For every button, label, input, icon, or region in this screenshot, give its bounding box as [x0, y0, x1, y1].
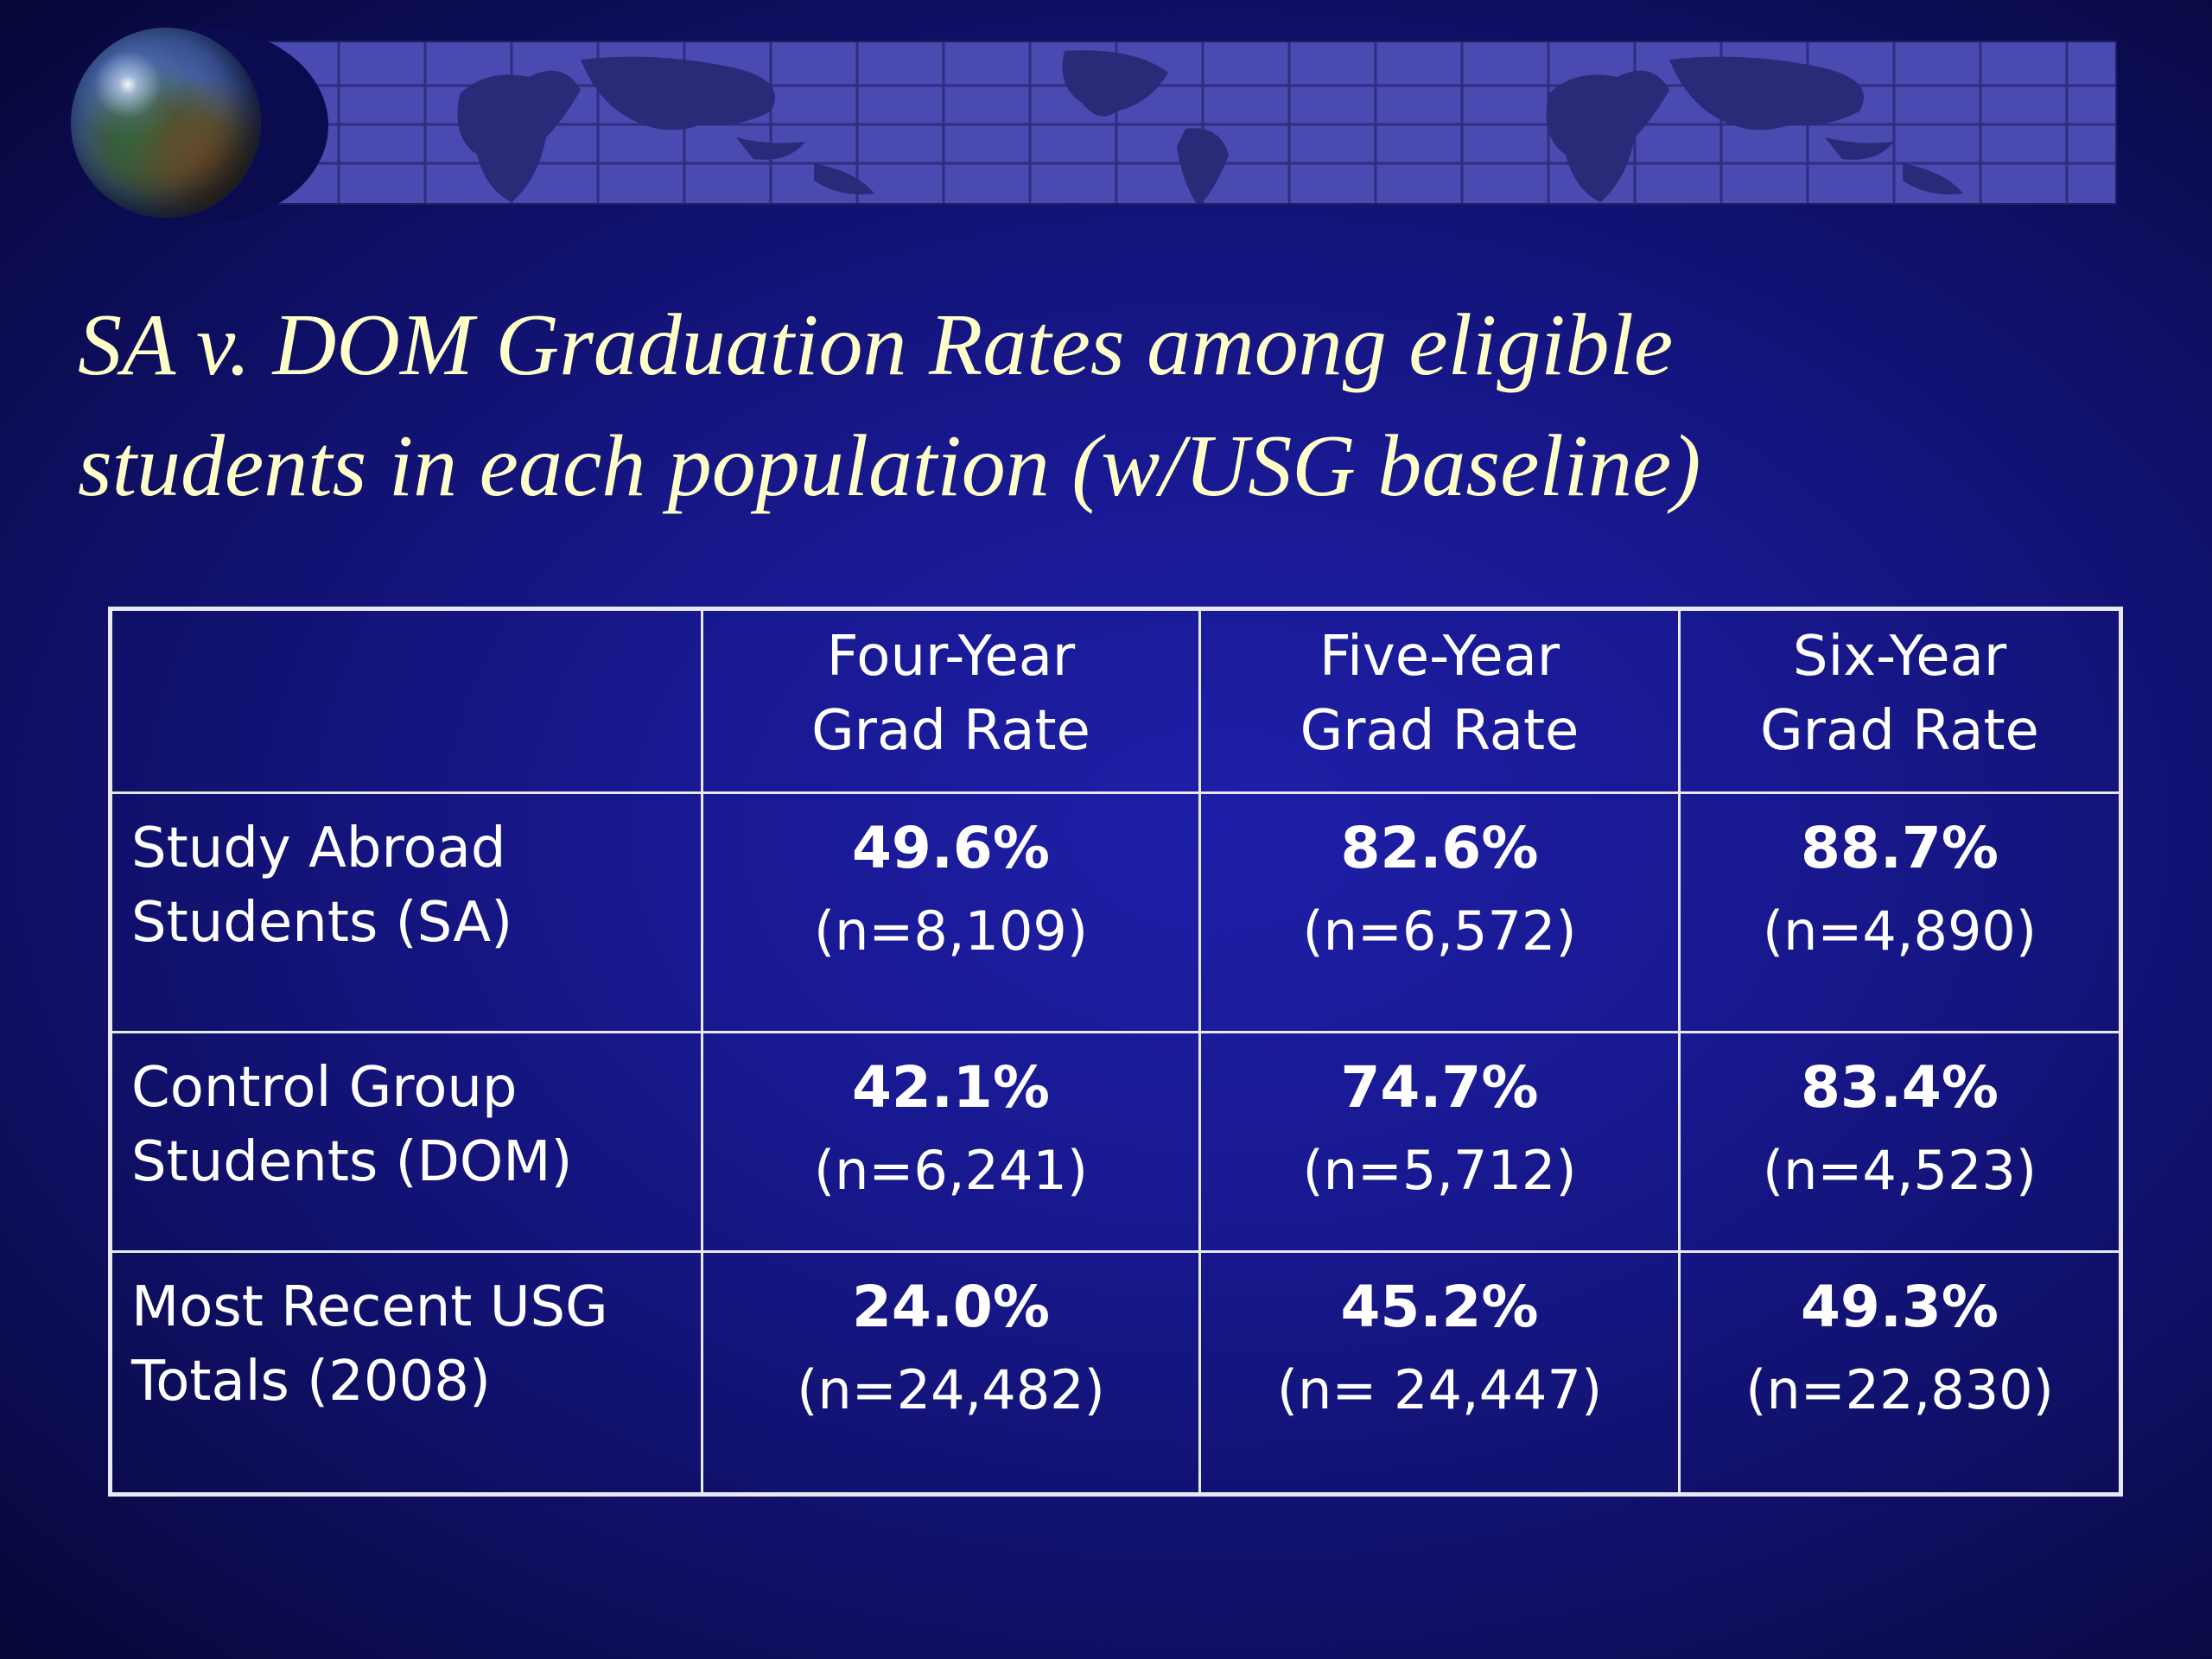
- slide-title-line-2: students in each population (w/USG basel…: [78, 417, 1701, 515]
- slide-title-line-1: SA v. DOM Graduation Rates among eligibl…: [78, 296, 1674, 394]
- row-label-line-1: Most Recent USG: [131, 1275, 608, 1339]
- table-cell: 49.6% (n=8,109): [703, 794, 1201, 1033]
- grad-rate-value: 24.0%: [852, 1274, 1050, 1340]
- sample-size: (n=6,572): [1302, 899, 1577, 963]
- slide-title: SA v. DOM Graduation Rates among eligibl…: [78, 285, 2152, 527]
- globe-decoration: [52, 17, 328, 225]
- row-label-study-abroad: Study Abroad Students (SA): [112, 794, 703, 1033]
- sample-size: (n= 24,447): [1276, 1358, 1603, 1421]
- globe-icon: [71, 28, 261, 218]
- table-cell: 45.2% (n= 24,447): [1201, 1253, 1681, 1492]
- header-line-1: Four-Year: [826, 625, 1076, 689]
- row-label-line-2: Totals (2008): [131, 1350, 491, 1414]
- row-label-line-1: Control Group: [131, 1056, 518, 1120]
- header-cell-empty: [112, 611, 703, 794]
- grad-rate-value: 49.6%: [852, 815, 1050, 881]
- sample-size: (n=8,109): [813, 899, 1089, 963]
- header-line-1: Five-Year: [1319, 625, 1560, 689]
- header-cell-four-year: Four-Year Grad Rate: [703, 611, 1201, 794]
- sample-size: (n=4,523): [1762, 1139, 2037, 1202]
- row-label-line-2: Students (DOM): [131, 1130, 573, 1194]
- grad-rate-value: 88.7%: [1801, 815, 1999, 881]
- sample-size: (n=24,482): [797, 1358, 1105, 1421]
- grad-rate-value: 42.1%: [852, 1054, 1050, 1121]
- row-label-line-2: Students (SA): [131, 891, 513, 955]
- table-cell: 74.7% (n=5,712): [1201, 1033, 1681, 1253]
- grad-rate-value: 74.7%: [1340, 1054, 1539, 1121]
- sample-size: (n=6,241): [813, 1139, 1089, 1202]
- grad-rate-value: 49.3%: [1801, 1274, 1999, 1340]
- table-cell: 24.0% (n=24,482): [703, 1253, 1201, 1492]
- header-line-2: Grad Rate: [1760, 699, 2039, 763]
- table-cell: 88.7% (n=4,890): [1681, 794, 2119, 1033]
- table-cell: 82.6% (n=6,572): [1201, 794, 1681, 1033]
- table-cell: 42.1% (n=6,241): [703, 1033, 1201, 1253]
- row-label-line-1: Study Abroad: [131, 817, 506, 880]
- world-map-banner: [251, 41, 2117, 205]
- row-label-control-group: Control Group Students (DOM): [112, 1033, 703, 1253]
- sample-size: (n=5,712): [1302, 1139, 1577, 1202]
- table-cell: 49.3% (n=22,830): [1681, 1253, 2119, 1492]
- header-line-2: Grad Rate: [811, 699, 1090, 763]
- grad-rate-value: 45.2%: [1340, 1274, 1539, 1340]
- grad-rate-value: 82.6%: [1340, 815, 1539, 881]
- header-line-2: Grad Rate: [1300, 699, 1580, 763]
- grad-rate-value: 83.4%: [1801, 1054, 1999, 1121]
- sample-size: (n=22,830): [1745, 1358, 2054, 1421]
- sample-size: (n=4,890): [1762, 899, 2037, 963]
- header-cell-six-year: Six-Year Grad Rate: [1681, 611, 2119, 794]
- row-label-usg-totals: Most Recent USG Totals (2008): [112, 1253, 703, 1492]
- table-cell: 83.4% (n=4,523): [1681, 1033, 2119, 1253]
- graduation-rates-table: Four-Year Grad Rate Five-Year Grad Rate …: [108, 607, 2123, 1497]
- header-cell-five-year: Five-Year Grad Rate: [1201, 611, 1681, 794]
- header-line-1: Six-Year: [1792, 625, 2007, 689]
